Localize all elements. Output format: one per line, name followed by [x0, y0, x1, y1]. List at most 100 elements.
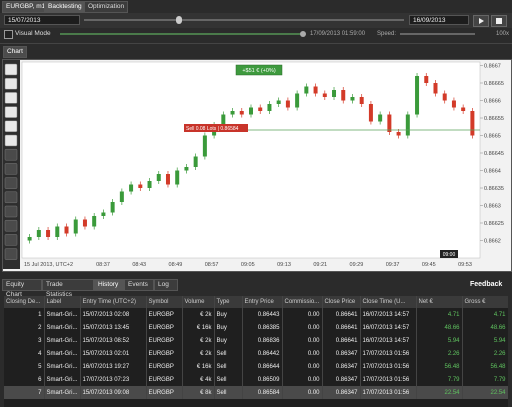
progress-handle	[300, 31, 306, 37]
column-header: Close Price	[322, 296, 361, 308]
table-cell: EURGBP	[146, 373, 183, 386]
table-cell: € 16k	[182, 360, 215, 373]
tool-icon[interactable]	[4, 163, 18, 175]
column-header: Entry Price	[242, 296, 283, 308]
table-cell: 2.26	[462, 347, 508, 360]
candle-body	[359, 97, 364, 104]
table-cell: 3	[4, 334, 45, 347]
candle-body	[276, 100, 281, 104]
bottom-tab[interactable]: History	[94, 279, 124, 291]
table-cell: 15/07/2013 09:08	[80, 386, 147, 399]
y-tick-label: 0.86655	[484, 116, 504, 122]
table-row[interactable]: 7 Smart-Gri... 15/07/2013 09:08 EURGBP € 8k S…	[4, 386, 508, 399]
tool-icon[interactable]	[4, 134, 18, 147]
chart-tab[interactable]: Chart	[3, 46, 27, 58]
tool-icon[interactable]	[4, 77, 18, 90]
x-tick-label: 09:45	[422, 262, 436, 268]
history-table-wrap: Closing De... Label Entry Time (UTC+2) Symb…	[4, 296, 508, 407]
table-cell: 0.86644	[242, 360, 283, 373]
tool-icon[interactable]	[4, 234, 18, 246]
bottom-tab[interactable]: Equity Chart	[2, 279, 42, 298]
table-cell: € 2k	[182, 334, 215, 347]
bottom-tab[interactable]: Events	[124, 279, 154, 291]
candle-body	[64, 226, 69, 234]
table-cell: 0.00	[282, 347, 323, 360]
stop-icon	[496, 18, 502, 24]
tool-icon[interactable]	[4, 63, 18, 76]
table-cell: Buy	[214, 308, 243, 321]
table-cell: 16/07/2013 14:57	[360, 334, 417, 347]
table-row[interactable]: 6 Smart-Gri... 17/07/2013 07:23 EURGBP € 4k S…	[4, 373, 508, 386]
table-cell: 0.86509	[242, 373, 283, 386]
tool-icon[interactable]	[4, 219, 18, 232]
candle-body	[110, 202, 115, 213]
checkbox[interactable]	[4, 30, 13, 39]
candle-body	[147, 181, 152, 188]
candle-body	[341, 90, 346, 101]
bottom-tab[interactable]: Trade Statistics	[42, 279, 94, 298]
candle-body	[442, 93, 447, 101]
start-date[interactable]: 15/07/2013	[4, 15, 80, 25]
column-header: Commissio...	[282, 296, 323, 308]
table-row[interactable]: 1 Smart-Gri... 15/07/2013 02:08 EURGBP € 2k B…	[4, 308, 508, 321]
button-icons	[479, 18, 502, 24]
profit-box	[235, 64, 283, 76]
tool-icon[interactable]	[4, 148, 18, 161]
table-row[interactable]: 2 Smart-Gri... 15/07/2013 13:45 EURGBP € 16k…	[4, 321, 508, 334]
table-cell: 0.86584	[242, 386, 283, 399]
table-cell: 1	[4, 308, 45, 321]
table-cell: Smart-Gri...	[44, 334, 81, 347]
table-cell: 7	[4, 386, 45, 399]
x-tick-label: 08:57	[205, 262, 219, 268]
table-cell: EURGBP	[146, 347, 183, 360]
table-cell: 0.86641	[322, 321, 361, 334]
tool-icon[interactable]	[4, 177, 18, 189]
tab[interactable]: Optimization	[84, 1, 129, 13]
table-row[interactable]: 4 Smart-Gri... 15/07/2013 02:01 EURGBP € 2k S…	[4, 347, 508, 360]
table-cell: EURGBP	[146, 308, 183, 321]
table-row[interactable]: 5 Smart-Gri... 16/07/2013 19:27 EURGBP € 16k…	[4, 360, 508, 373]
tab[interactable]: Backtesting	[44, 1, 86, 13]
table-cell: 0.00	[282, 360, 323, 373]
candle-body	[202, 135, 207, 157]
feedback[interactable]: Feedback	[470, 281, 503, 288]
candle-body	[396, 132, 401, 136]
x-tick-label: 09:05	[241, 262, 255, 268]
table-cell: 0.86443	[242, 308, 283, 321]
tool-icon[interactable]	[4, 106, 18, 118]
table-cell: 22.54	[462, 386, 508, 399]
speed-slider[interactable]	[400, 33, 475, 35]
tool-icon[interactable]	[4, 248, 18, 260]
table-row[interactable]: 3 Smart-Gri... 15/07/2013 08:52 EURGBP € 2k B…	[4, 334, 508, 347]
tool-icon[interactable]	[4, 120, 18, 133]
table-cell: Smart-Gri...	[44, 308, 81, 321]
end-date[interactable]: 16/09/2013	[409, 15, 469, 25]
table-cell: 15/07/2013 02:01	[80, 347, 147, 360]
table-cell: 0.86641	[322, 334, 361, 347]
candle-body	[193, 156, 198, 167]
range-slider[interactable]	[84, 19, 404, 21]
bottom-tab[interactable]: Log	[154, 279, 178, 291]
candle-body	[304, 86, 309, 94]
table-cell: 17/07/2013 01:56	[360, 347, 417, 360]
candle-body	[119, 191, 124, 202]
table-cell: 16/07/2013 14:57	[360, 308, 417, 321]
table-cell: 16/07/2013 19:27	[80, 360, 147, 373]
x-tick-label: 09:37	[386, 262, 400, 268]
table-cell: 22.54	[416, 386, 463, 399]
slider-handle[interactable]	[176, 16, 182, 24]
table-cell: EURGBP	[146, 360, 183, 373]
history-table: Closing De... Label Entry Time (UTC+2) Symb…	[4, 296, 508, 399]
tool-icon[interactable]	[4, 191, 18, 204]
position-box	[184, 124, 248, 132]
tool-icon[interactable]	[4, 205, 18, 218]
table-cell: Smart-Gri...	[44, 347, 81, 360]
table-cell: € 8k	[182, 386, 215, 399]
tool-icon[interactable]	[4, 92, 18, 104]
table-cell: 15/07/2013 08:52	[80, 334, 147, 347]
visual-mode-label: Visual Mode	[15, 30, 51, 37]
candle-body	[332, 90, 337, 97]
table-cell: € 4k	[182, 373, 215, 386]
x-tick-label: 08:49	[169, 262, 183, 268]
tab[interactable]: EURGBP, m1	[2, 1, 50, 13]
